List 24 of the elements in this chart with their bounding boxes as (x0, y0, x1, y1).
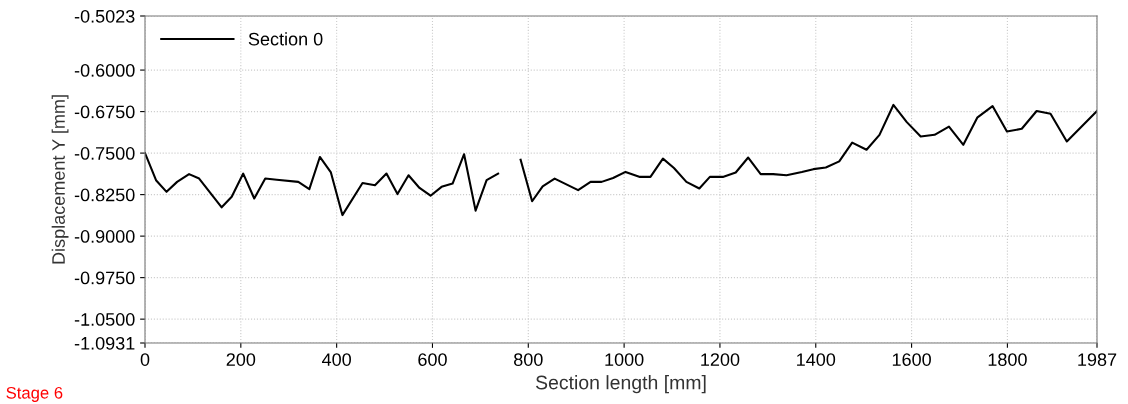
y-tick-label: -1.0931 (74, 336, 135, 350)
x-tick-label: 1987 (1078, 353, 1117, 366)
x-tick-label: 1600 (892, 353, 931, 366)
y-tick-label: -1.0500 (74, 313, 135, 326)
y-tick-label: -0.8250 (74, 188, 135, 202)
y-axis-title: Displacement Y [mm] (51, 95, 69, 264)
x-axis-title: Section length [mm] (535, 375, 706, 394)
x-tick-label: 1400 (797, 353, 836, 366)
x-tick-label: 800 (514, 353, 543, 366)
x-tick-label: 1200 (701, 353, 740, 366)
y-tick-label: -0.5023 (74, 9, 135, 23)
y-tick-label: -0.9000 (74, 230, 135, 243)
y-tick-label: -0.9750 (74, 271, 135, 285)
x-tick-label: 400 (322, 353, 351, 366)
x-tick-label: 200 (226, 353, 256, 366)
x-tick-label: 1000 (605, 353, 644, 366)
x-tick-label: 1800 (988, 353, 1027, 366)
y-tick-label: -0.7500 (74, 147, 135, 160)
x-tick-label: 600 (418, 353, 447, 366)
x-tick-label: 0 (140, 353, 150, 366)
text: Stage 6 (6, 386, 63, 402)
legend-label: Section 0 (248, 32, 323, 46)
y-tick-label: -0.6000 (74, 64, 135, 77)
y-tick-label: -0.6750 (74, 105, 135, 119)
